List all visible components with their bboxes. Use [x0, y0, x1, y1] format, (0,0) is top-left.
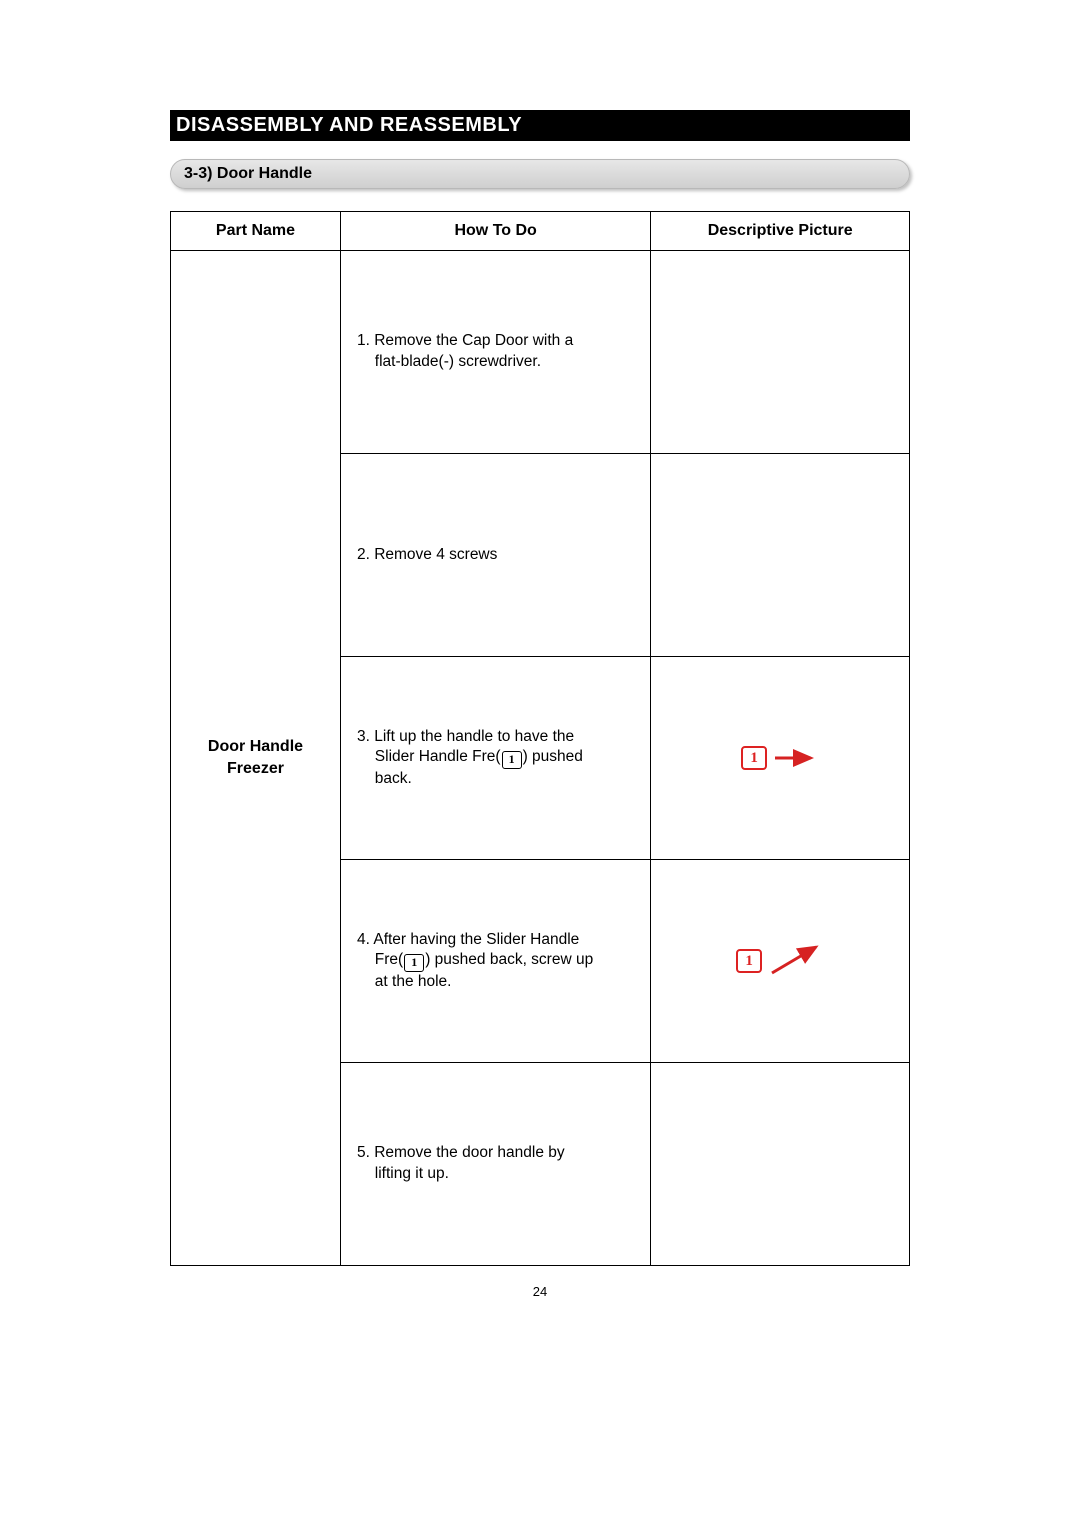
step-text: After having the Slider Handle [373, 931, 579, 948]
inline-callout-icon: 1 [404, 954, 424, 972]
step-text: Remove the Cap Door with a [374, 332, 573, 349]
callout-number: 1 [736, 949, 762, 973]
step-text: Remove 4 screws [374, 546, 497, 563]
subsection-pill: 3-3) Door Handle [170, 159, 910, 189]
section-header: DISASSEMBLY AND REASSEMBLY [170, 110, 910, 141]
manual-page: DISASSEMBLY AND REASSEMBLY 3-3) Door Han… [0, 0, 1080, 1359]
arrow-right-icon [773, 748, 819, 768]
step-num: 3. [357, 728, 374, 745]
inline-callout-icon: 1 [502, 751, 522, 769]
howto-cell: 3. Lift up the handle to have the Slider… [340, 657, 650, 860]
picture-cell [651, 1063, 910, 1266]
picture-cell [651, 251, 910, 454]
page-number: 24 [170, 1284, 910, 1299]
picture-cell: 1 [651, 860, 910, 1063]
step-text: Fre( [375, 951, 403, 968]
table-row: Door Handle Freezer 1. Remove the Cap Do… [171, 251, 910, 454]
part-name-cell: Door Handle Freezer [171, 251, 341, 1266]
step-text: flat-blade(-) screwdriver. [357, 352, 638, 373]
howto-cell: 1. Remove the Cap Door with a flat-blade… [340, 251, 650, 454]
table-header-row: Part Name How To Do Descriptive Picture [171, 212, 910, 251]
col-how-to: How To Do [340, 212, 650, 251]
step-text: back. [357, 769, 638, 790]
arrow-diagonal-icon [768, 941, 824, 981]
step-text: Lift up the handle to have the [374, 728, 574, 745]
col-picture: Descriptive Picture [651, 212, 910, 251]
step-num: 4. [357, 931, 373, 948]
callout-number: 1 [741, 746, 767, 770]
part-name-line1: Door Handle [208, 738, 303, 755]
part-name-line2: Freezer [227, 760, 284, 777]
picture-cell [651, 454, 910, 657]
col-part-name: Part Name [171, 212, 341, 251]
subsection-title: 3-3) Door Handle [170, 159, 910, 189]
step-text: ) pushed [523, 748, 583, 765]
step-text: Remove the door handle by [374, 1144, 564, 1161]
step-num: 5. [357, 1144, 374, 1161]
callout-figure: 1 [741, 746, 819, 770]
howto-cell: 5. Remove the door handle by lifting it … [340, 1063, 650, 1266]
step-text: at the hole. [357, 972, 638, 993]
picture-cell: 1 [651, 657, 910, 860]
howto-cell: 4. After having the Slider Handle Fre(1)… [340, 860, 650, 1063]
step-text: Slider Handle Fre( [375, 748, 501, 765]
step-text: lifting it up. [357, 1164, 638, 1185]
howto-cell: 2. Remove 4 screws [340, 454, 650, 657]
step-num: 1. [357, 332, 374, 349]
instructions-table: Part Name How To Do Descriptive Picture … [170, 211, 910, 1266]
callout-figure: 1 [736, 941, 824, 981]
step-text: ) pushed back, screw up [425, 951, 593, 968]
step-num: 2. [357, 546, 374, 563]
